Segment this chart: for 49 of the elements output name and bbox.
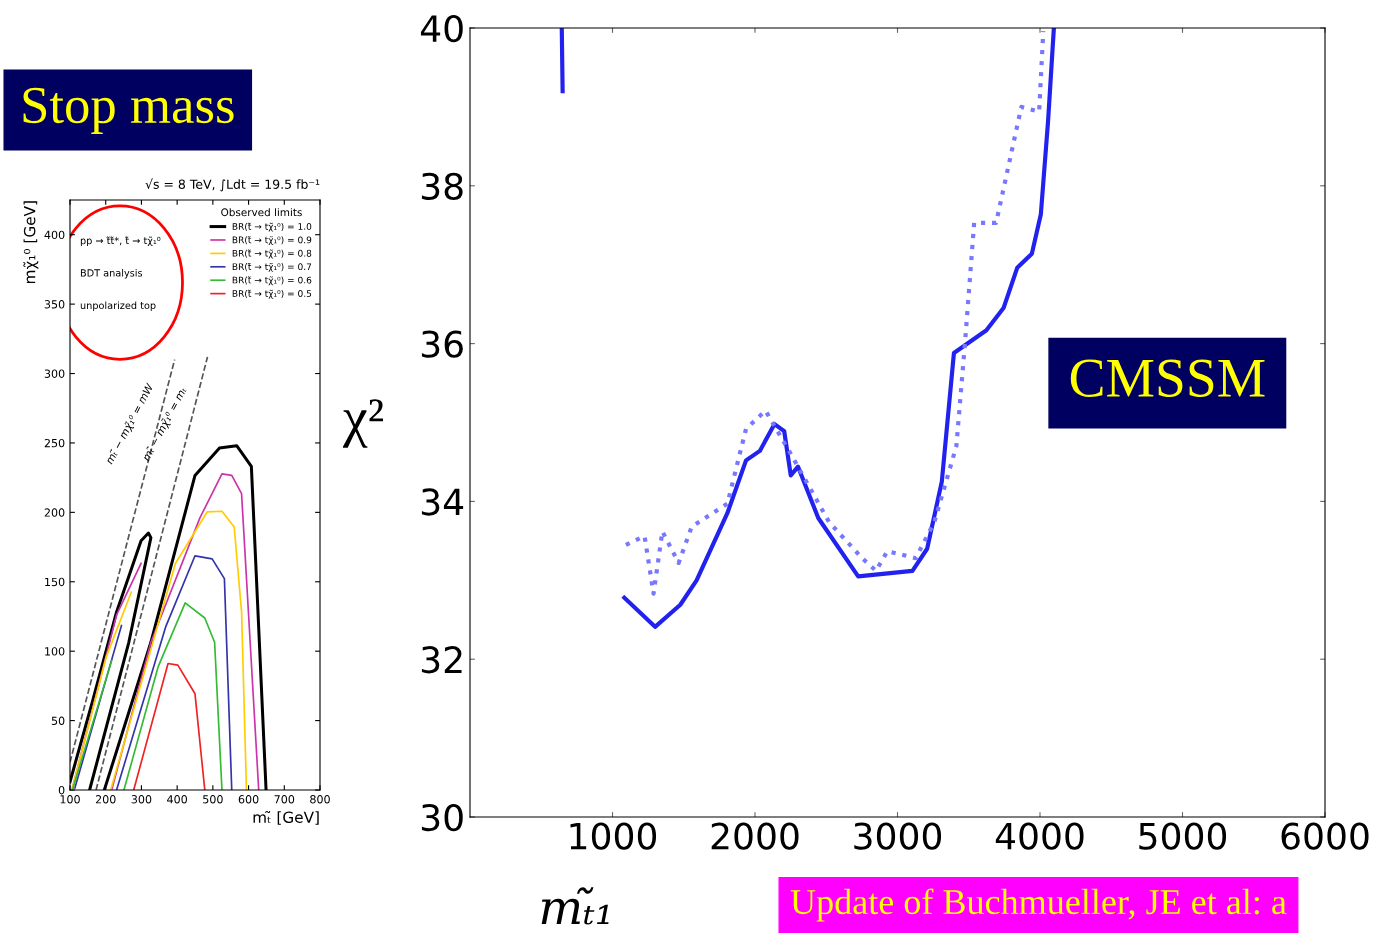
- legend-title: Observed limits: [221, 208, 302, 217]
- x-axis-title: mₜ̃₁: [541, 887, 609, 925]
- x-tick-label: 4000: [995, 822, 1084, 850]
- y-tick-label: 150: [45, 577, 65, 587]
- text: Update of Buchmueller, JE et al: a: [790, 888, 1287, 922]
- y-tick-label: 250: [44, 438, 65, 448]
- y-tick-label: 400: [44, 230, 65, 240]
- y-tick-label: 100: [45, 647, 65, 656]
- y-tick-label: 36: [421, 330, 463, 358]
- x-tick-label: 300: [131, 795, 152, 804]
- legend-label: BR(t̃ → tχ̃₁⁰) = 0.5: [232, 289, 312, 299]
- x-tick-label: 100: [60, 795, 80, 804]
- line-series: [623, 29, 1046, 596]
- y-tick-label: 350: [44, 300, 65, 309]
- x-tick-label: 800: [310, 795, 330, 804]
- annotation: pp → t̃t̃*, t̃ → tχ̃₁⁰: [80, 236, 161, 247]
- y-tick-label: 50: [51, 716, 65, 725]
- x-tick-label: 400: [167, 795, 188, 804]
- legend-label: BR(t̃ → tχ̃₁⁰) = 0.9: [232, 236, 312, 246]
- x-tick-label: 200: [95, 795, 116, 804]
- y-tick-label: 300: [44, 369, 65, 378]
- annotation: BDT analysis: [80, 269, 143, 279]
- legend-label: BR(t̃ → tχ̃₁⁰) = 0.8: [232, 249, 312, 259]
- annotation: unpolarized top: [80, 301, 156, 311]
- x-tick-label: 1000: [570, 822, 657, 850]
- legend-label: BR(t̃ → tχ̃₁⁰) = 0.6: [232, 276, 312, 286]
- y-tick-label: 30: [421, 803, 463, 832]
- chart-title: Stop mass: [23, 87, 234, 134]
- y-axis-title: χ²: [342, 399, 384, 448]
- text: CMSSM: [1070, 359, 1265, 397]
- y-tick-label: 38: [421, 172, 463, 201]
- x-tick-label: 500: [203, 795, 223, 804]
- x-tick-label: 5000: [1139, 822, 1227, 850]
- x-tick-label: 6000: [1281, 822, 1369, 850]
- y-tick-label: 40: [420, 14, 463, 43]
- legend-label: BR(t̃ → tχ̃₁⁰) = 0.7: [232, 262, 312, 272]
- y-axis-title: mχ̃₁⁰ [GeV]: [23, 201, 39, 284]
- x-tick-label: 3000: [854, 822, 942, 850]
- y-tick-label: 0: [58, 785, 65, 795]
- x-tick-label: 2000: [711, 822, 799, 850]
- x-tick-label: 700: [274, 795, 295, 804]
- legend-label: BR(t̃ → tχ̃₁⁰) = 1.0: [232, 222, 312, 232]
- y-tick-label: 200: [44, 508, 65, 517]
- line-series: [132, 662, 206, 790]
- text: √s = 8 TeV, ∫Ldt = 19.5 fb⁻¹: [145, 178, 320, 192]
- x-tick-label: 600: [238, 795, 259, 804]
- y-tick-label: 32: [421, 646, 462, 674]
- x-axis-title: mₜ̃ [GeV]: [253, 810, 319, 825]
- y-tick-label: 34: [421, 488, 464, 516]
